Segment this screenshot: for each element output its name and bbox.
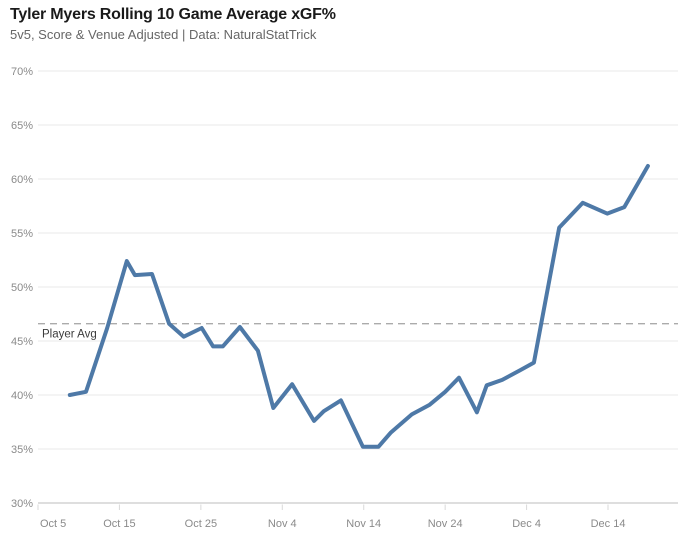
player-avg-label: Player Avg [42, 329, 97, 341]
chart-title: Tyler Myers Rolling 10 Game Average xGF% [10, 6, 336, 23]
y-axis-tick-label: 70% [11, 66, 33, 78]
x-axis-tick-label: Nov 4 [268, 518, 297, 530]
y-axis-tick-label: 40% [11, 390, 33, 402]
x-axis-tick-label: Dec 14 [591, 518, 626, 530]
x-axis-tick-label: Nov 24 [428, 518, 463, 530]
x-axis-tick-label: Nov 14 [346, 518, 381, 530]
y-axis-tick-label: 45% [11, 336, 33, 348]
x-axis-tick-label: Oct 25 [185, 518, 217, 530]
y-axis-tick-label: 60% [11, 174, 33, 186]
x-axis-tick-label: Dec 4 [512, 518, 541, 530]
y-axis-tick-label: 30% [11, 498, 33, 510]
x-axis-tick-label: Oct 5 [40, 518, 66, 530]
xgf-rolling-average-line [67, 164, 650, 449]
y-axis-tick-label: 55% [11, 228, 33, 240]
chart-subtitle: 5v5, Score & Venue Adjusted | Data: Natu… [10, 27, 317, 42]
x-axis-tick-label: Oct 15 [103, 518, 135, 530]
y-axis-tick-label: 35% [11, 444, 33, 456]
y-axis-tick-label: 50% [11, 282, 33, 294]
y-axis-tick-label: 65% [11, 120, 33, 132]
